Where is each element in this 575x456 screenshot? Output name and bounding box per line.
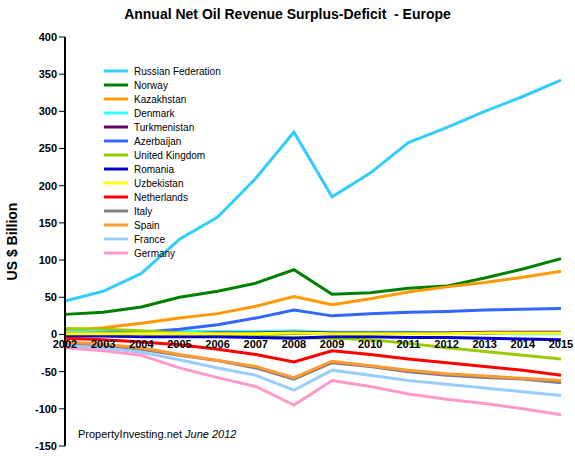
- svg-text:200: 200: [39, 180, 57, 192]
- svg-text:300: 300: [39, 105, 57, 117]
- svg-text:0: 0: [51, 328, 57, 340]
- html-text:Romania: Romania: [134, 163, 174, 175]
- svg-text:2011: 2011: [396, 338, 420, 350]
- svg-text:2010: 2010: [358, 338, 382, 350]
- svg-text:-100: -100: [35, 403, 57, 415]
- svg-text:2003: 2003: [91, 338, 115, 350]
- html-text:Azerbaijan: Azerbaijan: [134, 135, 182, 147]
- svg-text:2015: 2015: [549, 338, 567, 350]
- svg-text:2013: 2013: [472, 338, 496, 350]
- html-text:Germany: Germany: [134, 247, 176, 259]
- html-text:Turkmenistan: Turkmenistan: [134, 121, 195, 133]
- svg-text:2004: 2004: [129, 338, 154, 350]
- svg-text:150: 150: [39, 217, 57, 229]
- svg-text:-150: -150: [35, 440, 57, 452]
- svg-text:-50: -50: [41, 366, 57, 378]
- html-text:Uzbekistan: Uzbekistan: [134, 177, 184, 189]
- svg-text:400: 400: [39, 31, 57, 43]
- svg-text:250: 250: [39, 142, 57, 154]
- svg-text:2002: 2002: [52, 338, 78, 351]
- html-text:Kazakhstan: Kazakhstan: [134, 93, 187, 105]
- svg-text:350: 350: [39, 68, 57, 80]
- svg-text:2014: 2014: [511, 338, 536, 350]
- html-text:Spain: Spain: [134, 219, 160, 231]
- svg-text:2006: 2006: [205, 338, 229, 350]
- svg-text:2008: 2008: [282, 338, 306, 350]
- html-text:France: France: [134, 233, 166, 245]
- svg-text:2005: 2005: [167, 338, 191, 350]
- svg-text:100: 100: [39, 254, 57, 266]
- svg-text:2009: 2009: [320, 338, 344, 350]
- svg-text:50: 50: [45, 291, 57, 303]
- html-text:PropertyInvesting.net June 201: PropertyInvesting.net June 2012: [78, 428, 237, 440]
- html-text:Norway: Norway: [134, 79, 168, 91]
- html-text:Netherlands: Netherlands: [134, 191, 188, 203]
- html-text:Annual Net Oil Revenue Surplus: Annual Net Oil Revenue Surplus-Deficit -…: [124, 6, 451, 22]
- html-text:Denmark: Denmark: [134, 107, 175, 119]
- html-text:United Kingdom: United Kingdom: [134, 149, 206, 161]
- html-text:Italy: Italy: [134, 205, 153, 217]
- svg-text:2007: 2007: [244, 338, 268, 350]
- html-text:Russian Federation: Russian Federation: [134, 65, 221, 77]
- svg-text:2012: 2012: [434, 338, 458, 350]
- svg-text:US $ Billion: US $ Billion: [8, 203, 20, 281]
